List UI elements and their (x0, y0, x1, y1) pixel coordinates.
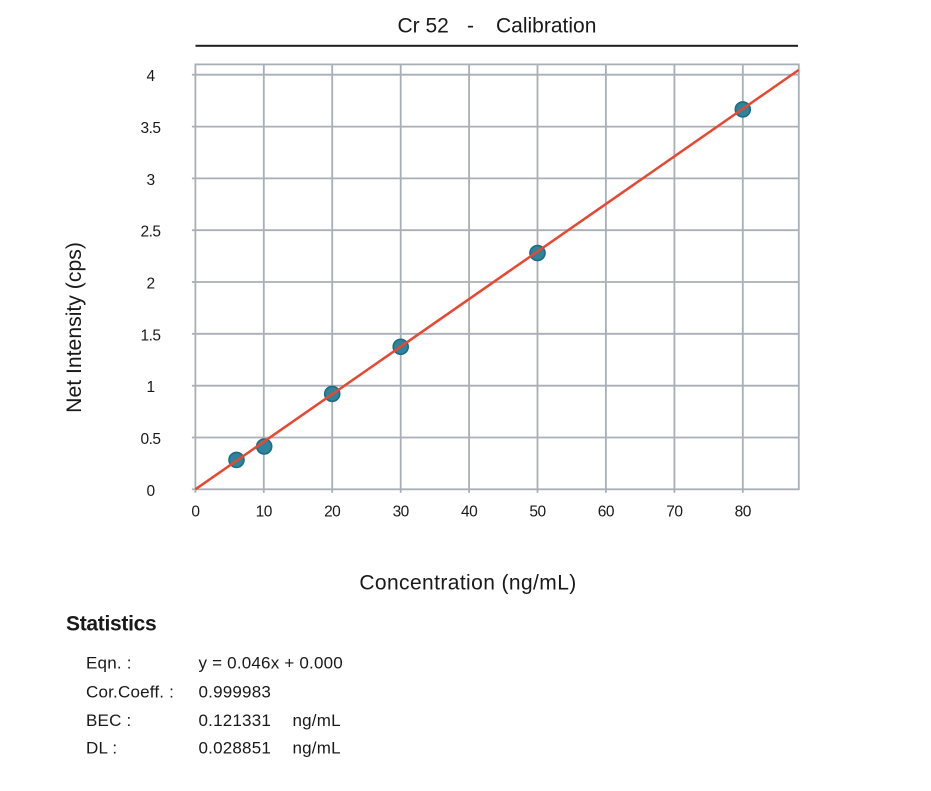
svg-text:4: 4 (146, 68, 155, 85)
svg-text:Cr 52: Cr 52 (398, 15, 449, 38)
svg-text:60: 60 (598, 504, 615, 521)
svg-text:BEC :: BEC : (86, 711, 131, 730)
svg-text:Eqn. :: Eqn. : (86, 654, 132, 673)
svg-text:Net Intensity (cps): Net Intensity (cps) (63, 242, 86, 413)
svg-text:DL :: DL : (86, 739, 117, 758)
svg-text:30: 30 (393, 504, 410, 521)
svg-text:y = 0.046x + 0.000: y = 0.046x + 0.000 (199, 654, 343, 673)
svg-text:0.999983: 0.999983 (199, 682, 272, 701)
svg-text:ng/mL: ng/mL (293, 739, 341, 758)
svg-text:0.028851: 0.028851 (199, 739, 272, 758)
svg-text:2: 2 (146, 276, 154, 293)
svg-text:2.5: 2.5 (140, 224, 160, 241)
svg-text:0.5: 0.5 (140, 431, 160, 448)
svg-text:80: 80 (735, 504, 752, 521)
svg-text:10: 10 (256, 504, 273, 521)
svg-text:3: 3 (146, 172, 154, 189)
svg-text:0: 0 (146, 483, 155, 500)
svg-text:20: 20 (324, 504, 341, 521)
svg-text:3.5: 3.5 (140, 120, 160, 137)
svg-text:Statistics: Statistics (66, 612, 156, 635)
svg-text:Calibration: Calibration (496, 15, 596, 38)
svg-text:ng/mL: ng/mL (293, 711, 341, 730)
svg-text:0: 0 (191, 504, 200, 521)
svg-text:1: 1 (146, 379, 154, 396)
svg-text:Concentration (ng/mL): Concentration (ng/mL) (359, 571, 576, 594)
svg-text:1.5: 1.5 (140, 327, 160, 344)
svg-text:50: 50 (529, 504, 546, 521)
svg-text:40: 40 (461, 504, 478, 521)
svg-text:-: - (467, 15, 474, 38)
svg-text:70: 70 (666, 504, 683, 521)
svg-text:Cor.Coeff. :: Cor.Coeff. : (86, 682, 174, 701)
svg-text:0.121331: 0.121331 (199, 711, 272, 730)
